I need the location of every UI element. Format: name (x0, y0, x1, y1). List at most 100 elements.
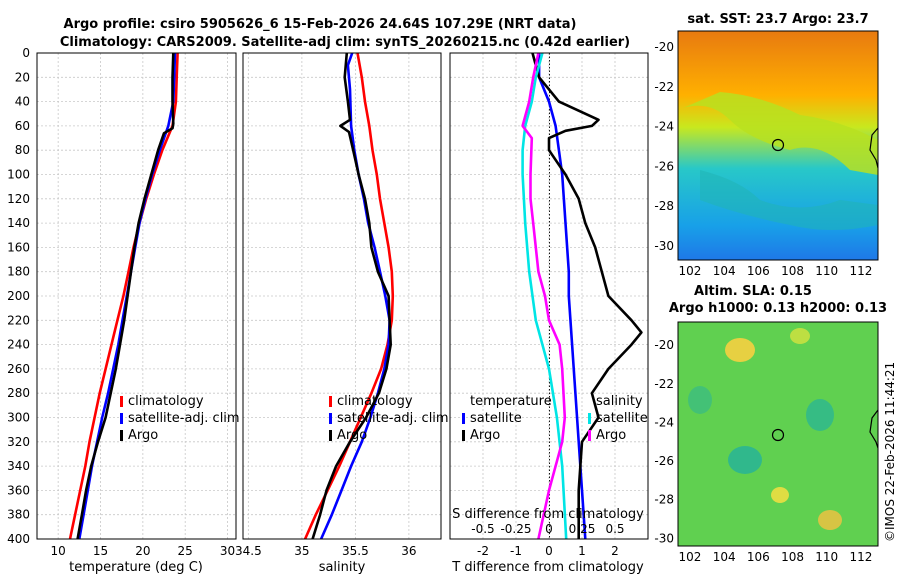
legend-label-argo: Argo (128, 428, 158, 443)
lon-tick-label: 112 (849, 550, 872, 564)
legend-swatch-climatology (120, 396, 123, 407)
legend-label-s-satellite: satellite (596, 411, 648, 426)
x-tick-label: 35 (294, 544, 309, 558)
sst-argo-marker (771, 138, 785, 152)
legend-title-salinity: salinity (596, 394, 643, 409)
temperature-frame (36, 52, 237, 540)
sla-map: Altim. SLA: 0.15 Argo h1000: 0.13 h2000:… (654, 284, 887, 564)
x-tick-label: 2 (611, 544, 619, 558)
s-difference-axis: -0.5 -0.25 0 0.25 0.5 (471, 522, 624, 536)
sst-map-title: sat. SST: 23.7 Argo: 23.7 (687, 12, 868, 27)
t-difference-xlabel: T difference from climatology (451, 560, 644, 575)
temperature-legend: climatology satellite-adj. clim Argo (120, 394, 240, 443)
depth-tick-label: 340 (7, 459, 30, 473)
legend-swatch-climatology (329, 396, 332, 407)
salinity-xlabel: salinity (319, 560, 366, 575)
lon-tick-label: 108 (781, 264, 804, 278)
series-t-argo (531, 52, 643, 539)
sst-map: sat. SST: 23.7 Argo: 23.7 -20-22-24-26-2… (654, 12, 879, 278)
lat-tick-label: -26 (654, 159, 674, 173)
x-tick-label: -1 (510, 544, 522, 558)
legend-swatch-t-argo (462, 430, 465, 441)
legend-swatch-satellite (120, 413, 123, 424)
x-tick-label: 34.5 (235, 544, 262, 558)
x-tick-label: 30 (220, 544, 235, 558)
temperature-grid (37, 52, 236, 540)
legend-label-satellite: satellite-adj. clim (337, 411, 449, 426)
salinity-legend: climatology satellite-adj. clim Argo (329, 394, 449, 443)
temperature-panel: 0 20 40 60 80 100 120 140 160 180 200 220 240 260 280 3… (7, 46, 240, 575)
t-difference-x-axis: -2 -1 0 1 2 (477, 544, 619, 558)
sla-low-1 (728, 446, 762, 474)
lon-tick-label: 110 (815, 264, 838, 278)
depth-tick-label: 180 (7, 265, 30, 279)
depth-tick-label: 280 (7, 386, 30, 400)
sla-high-3 (818, 510, 842, 530)
series-s-satellite (521, 52, 568, 540)
s-diff-tick-label: 0 (545, 522, 553, 536)
depth-tick-label: 140 (7, 216, 30, 230)
x-tick-label: 1 (578, 544, 586, 558)
x-tick-label: 35.5 (342, 544, 369, 558)
difference-grid (450, 52, 648, 540)
legend-swatch-s-satellite (588, 413, 591, 424)
lat-tick-label: -24 (654, 415, 674, 429)
salinity-x-axis: 34.5 35 35.5 36 (235, 544, 417, 558)
legend-label-satellite: satellite-adj. clim (128, 411, 240, 426)
sla-low-3 (688, 386, 712, 414)
lon-tick-label: 110 (815, 550, 838, 564)
x-tick-label: -2 (477, 544, 489, 558)
lat-tick-label: -28 (654, 199, 674, 213)
sst-cool-band (700, 170, 878, 230)
lat-tick-label: -20 (654, 338, 674, 352)
depth-axis: 0 20 40 60 80 100 120 140 160 180 200 220 240 260 280 3… (7, 46, 30, 546)
lat-tick-label: -30 (654, 239, 674, 253)
series-t-satellite (537, 53, 587, 540)
depth-tick-label: 400 (7, 532, 30, 546)
difference-legend: temperature satellite Argo salinity sate… (462, 394, 648, 443)
legend-swatch-s-argo (588, 430, 591, 441)
sla-coastline (869, 409, 879, 449)
x-tick-label: 10 (51, 544, 66, 558)
series-argo (76, 52, 175, 540)
series-satellite-adj-clim (319, 52, 391, 540)
legend-label-argo: Argo (337, 428, 367, 443)
sla-argo-marker (771, 428, 785, 442)
sst-frame (677, 30, 879, 261)
temperature-series (68, 52, 179, 540)
temperature-x-axis: 10 15 20 25 30 (51, 544, 236, 558)
lon-tick-label: 104 (713, 264, 736, 278)
x-tick-label: 15 (93, 544, 108, 558)
x-tick-label: 0 (545, 544, 553, 558)
title-line-2: Climatology: CARS2009. Satellite-adj cli… (60, 35, 630, 50)
sst-coastline (869, 127, 879, 169)
temperature-xlabel: temperature (deg C) (69, 560, 203, 575)
depth-tick-label: 360 (7, 483, 30, 497)
x-tick-label: 20 (135, 544, 150, 558)
lat-tick-label: -28 (654, 493, 674, 507)
depth-tick-label: 80 (15, 143, 30, 157)
sst-lon-axis: 102 104 106 108 110 112 (679, 264, 873, 278)
lon-tick-label: 104 (713, 550, 736, 564)
s-diff-tick-label: -0.25 (500, 522, 531, 536)
depth-tick-label: 260 (7, 362, 30, 376)
lat-tick-label: -22 (654, 377, 674, 391)
sla-map-title-2: Argo h1000: 0.13 h2000: 0.13 (669, 301, 887, 316)
lon-tick-label: 106 (747, 550, 770, 564)
timestamp: ©IMOS 22-Feb-2026 11:44:21 (883, 362, 897, 542)
s-diff-tick-label: 0.25 (569, 522, 596, 536)
lat-tick-label: -30 (654, 531, 674, 545)
legend-label-climatology: climatology (128, 394, 204, 409)
legend-label-t-satellite: satellite (470, 411, 522, 426)
sst-lat-axis: -20 -22 -24 -26 -28 -30 (654, 40, 674, 253)
depth-tick-label: 20 (15, 70, 30, 84)
lon-tick-label: 102 (679, 550, 702, 564)
legend-swatch-argo (329, 430, 332, 441)
sla-field (678, 322, 878, 546)
salinity-frame (242, 52, 442, 540)
legend-label-s-argo: Argo (596, 428, 626, 443)
series-s-argo (521, 52, 567, 540)
legend-swatch-argo (120, 430, 123, 441)
depth-tick-label: 300 (7, 411, 30, 425)
